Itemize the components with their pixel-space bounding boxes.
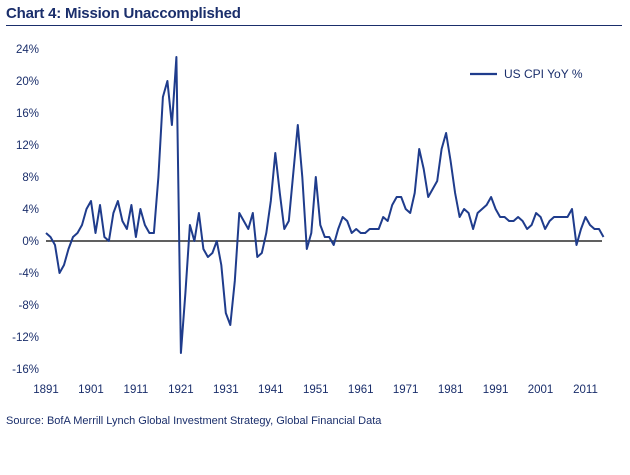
x-axis-tick-labels: 1891 1901 1911 1921 1931 1941 1951 1961 1971 1981… [33, 384, 598, 396]
y-tick-label: 24% [16, 44, 39, 56]
y-tick-label: -16% [12, 364, 39, 376]
y-tick-label: 12% [16, 140, 39, 152]
x-tick-label: 1951 [303, 384, 329, 396]
x-tick-label: 2011 [573, 384, 598, 396]
legend: US CPI YoY % [470, 67, 583, 81]
x-tick-label: 2001 [528, 384, 554, 396]
x-tick-label: 1921 [168, 384, 194, 396]
chart-title: Chart 4: Mission Unaccomplished [6, 5, 241, 22]
y-tick-label: 20% [16, 76, 39, 88]
series-line-us-cpi-yoy [45, 56, 605, 354]
title-rule [6, 25, 622, 26]
x-tick-label: 1931 [213, 384, 239, 396]
x-tick-label: 1941 [258, 384, 284, 396]
x-tick-label: 1971 [393, 384, 419, 396]
y-tick-label: -4% [19, 268, 39, 280]
x-tick-label: 1911 [124, 384, 149, 396]
x-tick-label: 1961 [348, 384, 374, 396]
series-layer [45, 56, 605, 354]
y-axis-tick-labels: 24% 20% 16% 12% 8% 4% 0% -4% -8% -12% -16% [12, 44, 39, 376]
x-tick-label: 1981 [438, 384, 464, 396]
y-tick-label: 0% [22, 236, 39, 248]
x-tick-label: 1891 [33, 384, 59, 396]
legend-label: US CPI YoY % [504, 67, 583, 81]
y-tick-label: 8% [22, 172, 39, 184]
source-note: Source: BofA Merrill Lynch Global Invest… [6, 415, 382, 427]
y-tick-label: 16% [16, 108, 39, 120]
x-tick-label: 1991 [483, 384, 509, 396]
y-tick-label: -12% [12, 332, 39, 344]
y-tick-label: -8% [19, 300, 39, 312]
x-tick-label: 1901 [78, 384, 104, 396]
y-tick-label: 4% [22, 204, 39, 216]
